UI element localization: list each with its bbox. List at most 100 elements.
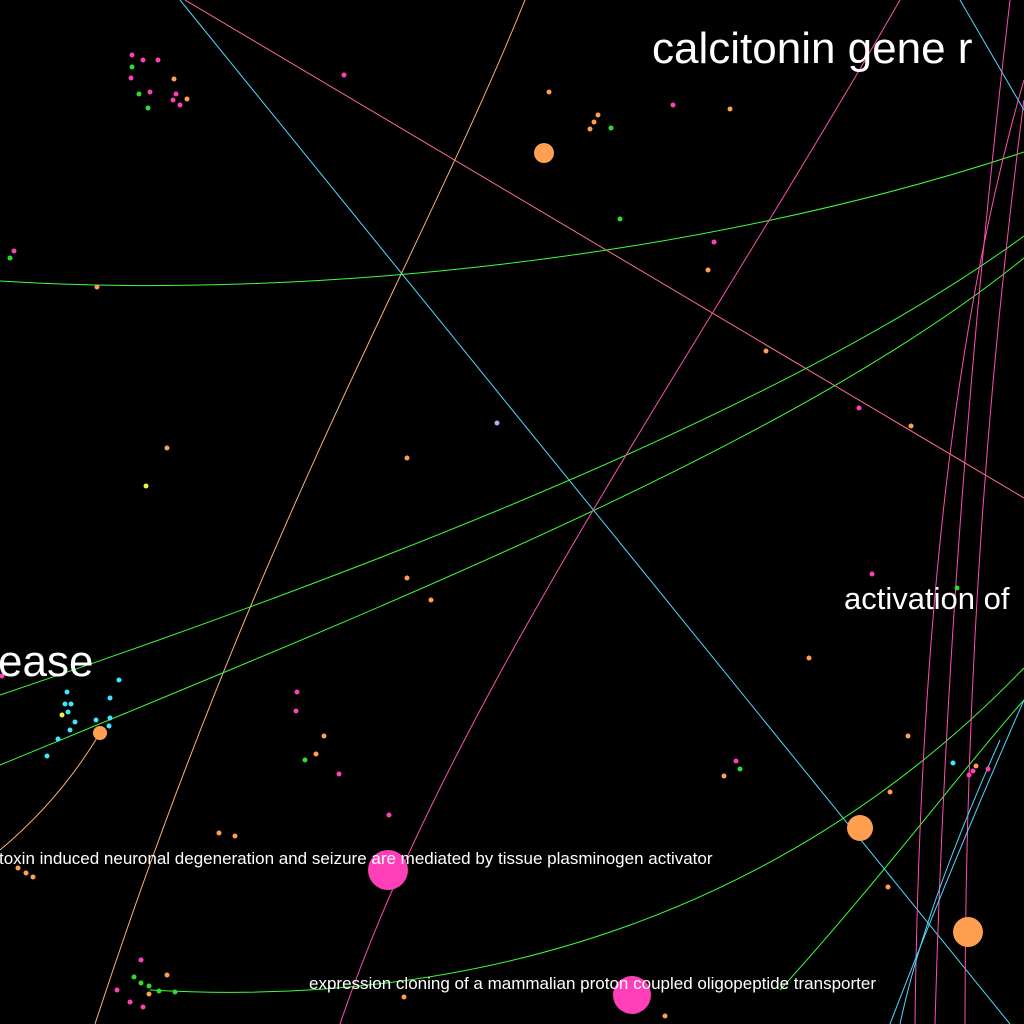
node-small[interactable] [107,695,113,701]
node-small[interactable] [23,870,29,876]
node-small[interactable] [856,405,862,411]
node-label-calcitonin[interactable]: calcitonin gene r [652,24,972,73]
node-small[interactable] [129,64,135,70]
node-small[interactable] [733,758,739,764]
node-small[interactable] [0,673,5,679]
node-small[interactable] [59,712,65,718]
node-small[interactable] [763,348,769,354]
node-small[interactable] [404,575,410,581]
node-small[interactable] [727,106,733,112]
node-small[interactable] [155,57,161,63]
node-small[interactable] [294,689,300,695]
node-small[interactable] [721,773,727,779]
node-small[interactable] [143,483,149,489]
node-small[interactable] [184,96,190,102]
node-large-pink-transporter[interactable] [613,976,651,1014]
node-small[interactable] [313,751,319,757]
node-small[interactable] [670,102,676,108]
node-small[interactable] [737,766,743,772]
node-small[interactable] [885,884,891,890]
node-small[interactable] [116,677,122,683]
node-small[interactable] [985,766,991,772]
node-small[interactable] [67,727,73,733]
node-small[interactable] [216,830,222,836]
node-orange-left[interactable] [93,726,107,740]
node-small[interactable] [591,119,597,125]
node-large-orange[interactable] [953,917,983,947]
node-small[interactable] [7,255,13,261]
node-small[interactable] [93,717,99,723]
node-small[interactable] [608,125,614,131]
node-small[interactable] [62,701,68,707]
node-small[interactable] [127,999,133,1005]
node-small[interactable] [68,701,74,707]
node-small[interactable] [595,112,601,118]
node-small[interactable] [341,72,347,78]
node-small[interactable] [617,216,623,222]
node-small[interactable] [494,420,500,426]
node-small[interactable] [302,757,308,763]
node-small[interactable] [164,972,170,978]
node-small[interactable] [64,689,70,695]
node-small[interactable] [966,772,972,778]
node-small[interactable] [587,126,593,132]
node-small[interactable] [94,284,100,290]
node-small[interactable] [129,52,135,58]
node-label-activation[interactable]: activation of [844,581,1010,616]
node-small[interactable] [164,445,170,451]
node-small[interactable] [156,988,162,994]
node-small[interactable] [15,865,21,871]
node-small[interactable] [546,89,552,95]
node-small[interactable] [321,733,327,739]
node-small[interactable] [140,57,146,63]
node-orange-top[interactable] [534,143,554,163]
node-small[interactable] [172,989,178,995]
node-small[interactable] [11,248,17,254]
node-small[interactable] [65,709,71,715]
node-small[interactable] [106,723,112,729]
node-small[interactable] [806,655,812,661]
node-medium-orange[interactable] [847,815,873,841]
node-small[interactable] [711,239,717,245]
node-small[interactable] [140,1004,146,1010]
node-small[interactable] [869,571,875,577]
node-small[interactable] [177,102,183,108]
node-small[interactable] [55,736,61,742]
node-small[interactable] [428,597,434,603]
node-label-transporter-paper[interactable]: expression cloning of a mammalian proton… [309,974,876,993]
node-small[interactable] [954,585,960,591]
node-small[interactable] [908,423,914,429]
node-small[interactable] [72,719,78,725]
node-small[interactable] [293,708,299,714]
node-small[interactable] [970,768,976,774]
node-small[interactable] [138,957,144,963]
node-small[interactable] [232,833,238,839]
node-small[interactable] [147,89,153,95]
node-small[interactable] [114,987,120,993]
node-small[interactable] [401,994,407,1000]
node-label-disease[interactable]: ease [0,637,93,686]
node-small[interactable] [145,105,151,111]
node-small[interactable] [128,75,134,81]
node-small[interactable] [905,733,911,739]
node-small[interactable] [171,76,177,82]
node-large-pink-tpa[interactable] [368,850,408,890]
node-small[interactable] [30,874,36,880]
node-small[interactable] [973,763,979,769]
node-small[interactable] [44,753,50,759]
node-small[interactable] [146,991,152,997]
node-small[interactable] [131,974,137,980]
node-small[interactable] [146,983,152,989]
node-small[interactable] [173,91,179,97]
node-small[interactable] [170,97,176,103]
node-small[interactable] [386,812,392,818]
node-small[interactable] [950,760,956,766]
node-small[interactable] [705,267,711,273]
node-small[interactable] [138,980,144,986]
node-small[interactable] [887,789,893,795]
node-label-tpa-paper[interactable]: toxin induced neuronal degeneration and … [0,849,713,868]
node-small[interactable] [404,455,410,461]
node-small[interactable] [336,771,342,777]
node-small[interactable] [136,91,142,97]
